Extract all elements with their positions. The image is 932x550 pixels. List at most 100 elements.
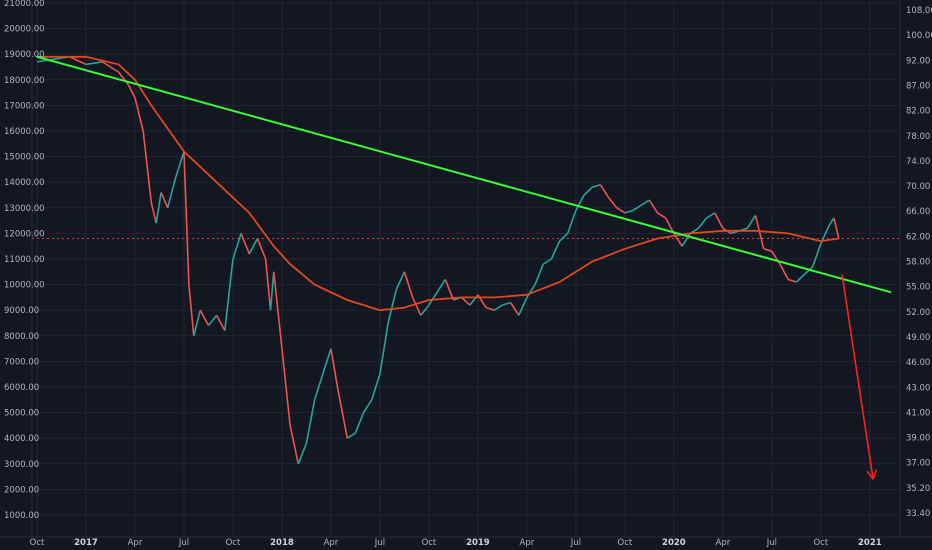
price-segment <box>160 192 169 209</box>
price-segment <box>322 348 332 375</box>
price-segment <box>150 202 157 224</box>
price-segment <box>746 215 757 229</box>
price-segment <box>411 297 422 316</box>
price-segment <box>428 291 438 306</box>
price-segment <box>833 217 840 239</box>
price-segment <box>624 209 634 214</box>
price-segment <box>379 322 389 375</box>
time-tick-label: Apr <box>716 538 731 548</box>
price-segment <box>542 258 552 265</box>
price-segment <box>713 212 724 229</box>
price-segment <box>526 284 536 298</box>
right-tick-label: 35.20 <box>906 484 930 494</box>
price-segment <box>155 192 162 224</box>
chart-lines <box>32 55 900 480</box>
left-tick-label: 1000.00 <box>4 511 39 521</box>
left-tick-label: 6000.00 <box>4 383 39 393</box>
right-tick-label: 92.00 <box>906 56 930 66</box>
price-segment <box>787 278 797 283</box>
right-tick-label: 55.00 <box>906 283 930 293</box>
right-tick-label: 78.00 <box>906 132 930 142</box>
price-segment <box>811 243 822 267</box>
right-tick-label: 100.00 <box>906 31 932 41</box>
price-segment <box>256 238 267 260</box>
down-arrow-head <box>866 470 874 480</box>
right-tick-label: 87.00 <box>906 81 930 91</box>
time-tick-label: 2020 <box>662 538 686 548</box>
left-tick-label: 9000.00 <box>4 306 39 316</box>
right-tick-label: 62.00 <box>906 232 930 242</box>
price-segment <box>640 199 650 206</box>
price-segment <box>395 271 406 291</box>
right-tick-label: 58.00 <box>906 258 930 268</box>
right-tick-label: 41.00 <box>906 408 930 418</box>
time-tick-label: Oct <box>422 538 437 548</box>
right-tick-label: 70.00 <box>906 182 930 192</box>
price-segment <box>754 215 765 249</box>
price-segment <box>199 309 210 326</box>
price-segment <box>518 297 528 316</box>
price-segment <box>207 314 218 327</box>
price-segment <box>566 210 577 234</box>
price-segment <box>330 348 339 388</box>
left-tick-label: 13000.00 <box>4 204 45 214</box>
chart-grid <box>0 0 932 538</box>
left-tick-label: 16000.00 <box>4 127 45 137</box>
left-tick-label: 21000.00 <box>4 0 45 9</box>
time-tick-label: Apr <box>324 538 339 548</box>
right-price-axis: 108.00 100.00 92.00 87.00 82.00 78.00 74.00 70.… <box>906 6 932 519</box>
right-tick-label: 108.00 <box>906 6 932 16</box>
left-tick-label: 14000.00 <box>4 178 45 188</box>
price-segment <box>297 443 308 465</box>
left-tick-label: 3000.00 <box>4 460 39 470</box>
price-segment <box>575 194 585 211</box>
price-segment <box>493 304 503 311</box>
price-segment <box>779 263 789 280</box>
left-tick-label: 4000.00 <box>4 434 39 444</box>
time-tick-label: Oct <box>618 538 633 548</box>
left-tick-label: 8000.00 <box>4 332 39 342</box>
price-segment <box>387 289 398 324</box>
price-segment <box>795 273 806 283</box>
price-segment <box>706 212 716 219</box>
price-segment <box>607 197 618 209</box>
price-segment <box>509 302 520 316</box>
price-segment <box>305 399 316 444</box>
right-tick-label: 46.00 <box>906 358 930 368</box>
price-segment <box>175 151 185 178</box>
left-tick-label: 20000.00 <box>4 25 45 35</box>
price-segment <box>657 212 667 219</box>
price-segment <box>248 238 259 255</box>
time-tick-label: 2019 <box>466 538 490 548</box>
price-segment <box>534 263 544 285</box>
price-segment <box>420 304 430 316</box>
price-segment <box>763 247 773 253</box>
right-tick-label: 49.00 <box>906 333 930 343</box>
price-segment <box>550 240 561 260</box>
price-segment <box>224 258 234 331</box>
left-tick-label: 10000.00 <box>4 281 45 291</box>
price-segment <box>664 217 675 234</box>
moving-average-line <box>37 55 839 312</box>
price-segment <box>371 373 381 401</box>
right-tick-label: 52.00 <box>906 308 930 318</box>
right-tick-label: 66.00 <box>906 207 930 217</box>
price-segment <box>101 61 120 73</box>
time-tick-label: Apr <box>520 538 535 548</box>
price-segment <box>599 184 610 198</box>
time-tick-label: Oct <box>226 538 241 548</box>
price-segment <box>313 373 324 401</box>
price-segment <box>183 151 190 285</box>
left-tick-label: 17000.00 <box>4 101 45 111</box>
price-segment <box>354 412 365 434</box>
price-segment <box>188 284 195 336</box>
price-segment <box>444 279 455 301</box>
price-segment <box>232 233 242 260</box>
left-tick-label: 11000.00 <box>4 255 45 265</box>
left-tick-label: 5000.00 <box>4 409 39 419</box>
left-tick-label: 18000.00 <box>4 76 45 86</box>
time-tick-label: Oct <box>30 538 45 548</box>
left-tick-label: 2000.00 <box>4 485 39 495</box>
right-tick-label: 33.40 <box>906 509 930 519</box>
right-tick-label: 43.00 <box>906 383 930 393</box>
